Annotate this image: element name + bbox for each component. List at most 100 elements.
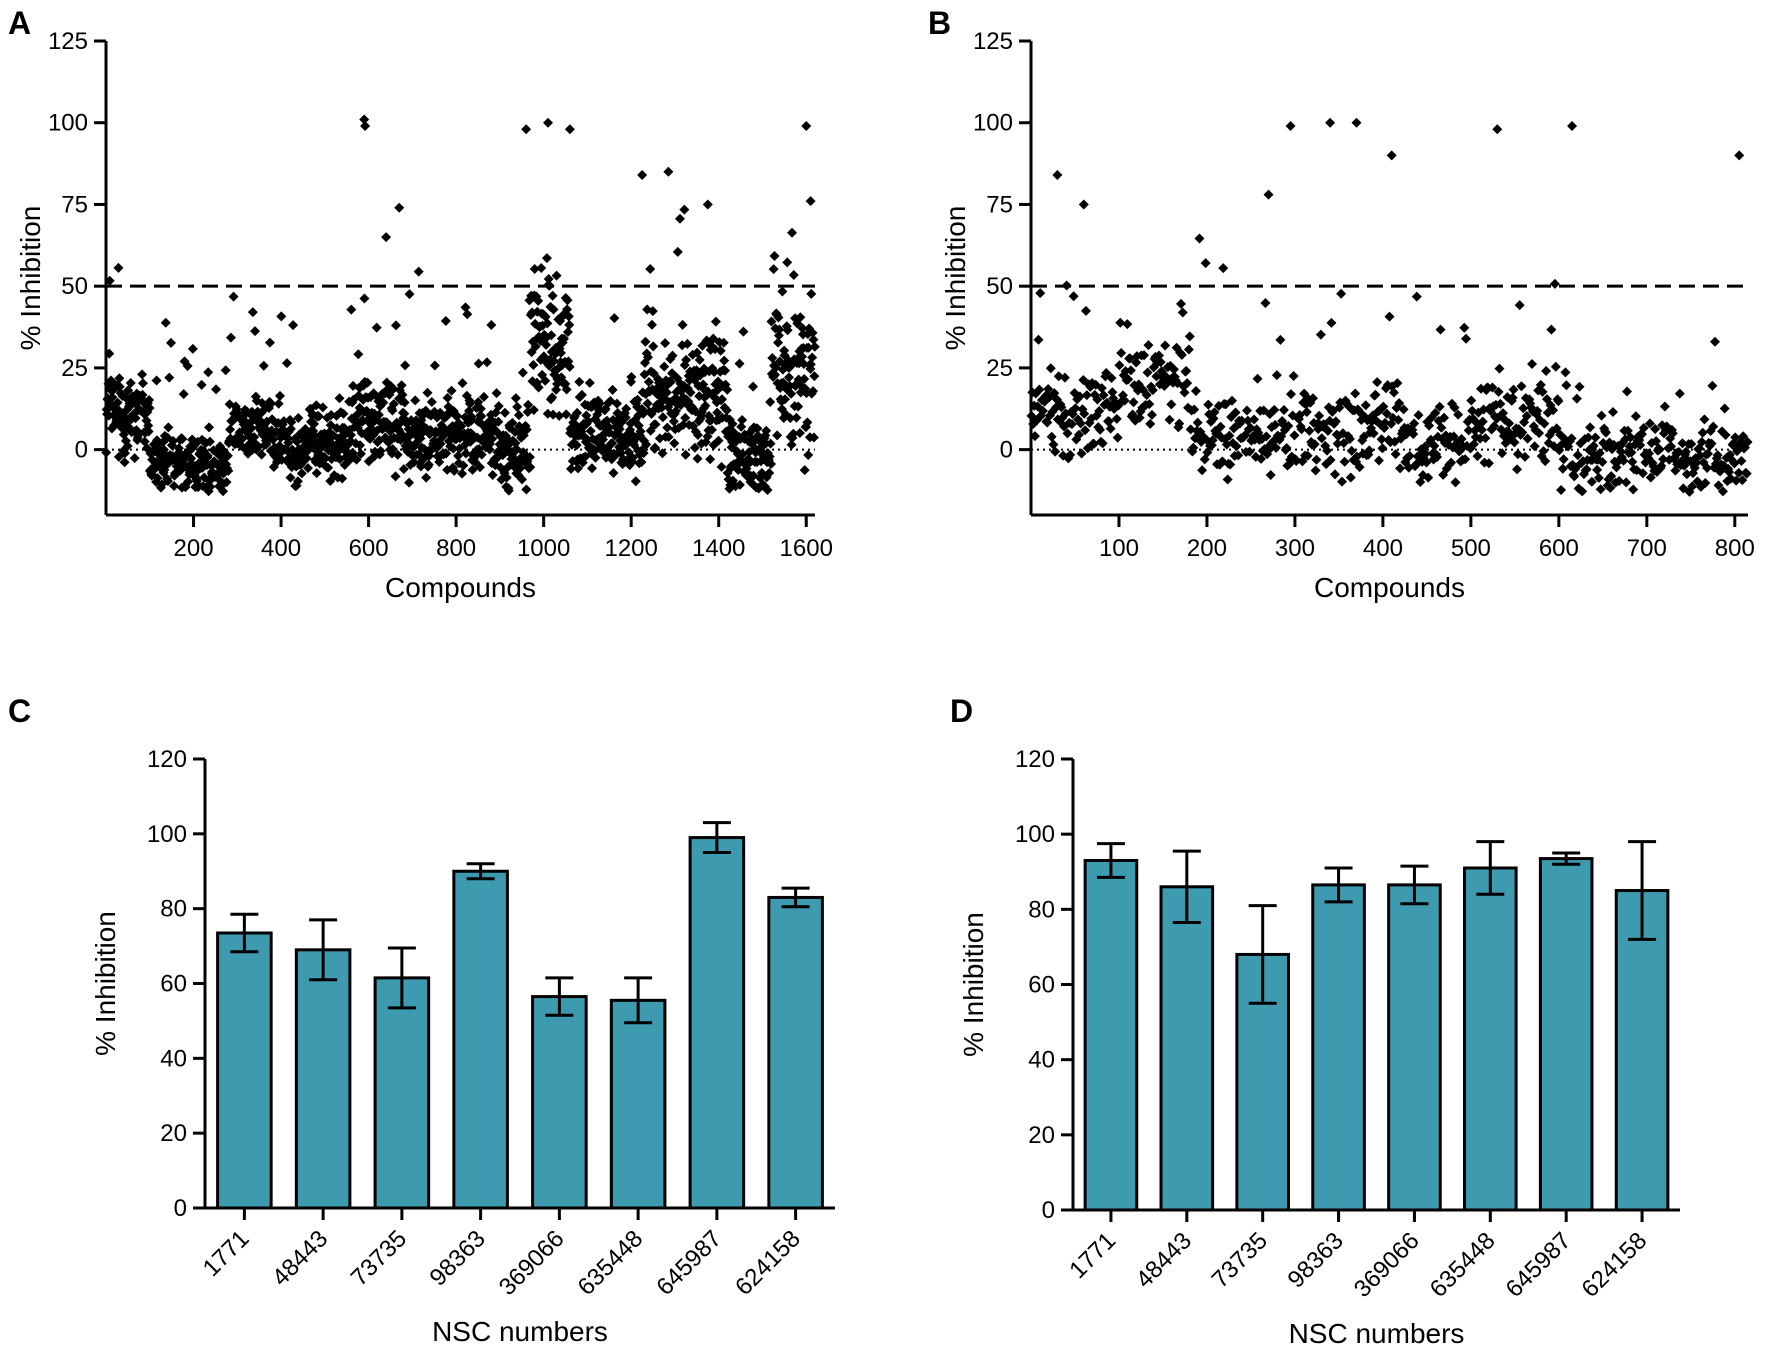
data-point — [1350, 388, 1361, 399]
data-point — [1122, 319, 1133, 330]
data-point — [137, 389, 148, 400]
data-point — [392, 449, 403, 460]
data-point — [571, 440, 582, 451]
data-point — [721, 405, 732, 416]
x-tick-label-98363: 98363 — [1283, 1227, 1349, 1293]
data-point — [564, 361, 575, 372]
data-point — [772, 430, 783, 441]
data-point — [1463, 425, 1474, 436]
bar-369066 — [531, 995, 588, 1210]
data-point — [334, 393, 345, 404]
data-point — [523, 399, 534, 410]
bar-645987 — [688, 836, 746, 1210]
data-point — [1304, 425, 1315, 436]
data-point — [457, 468, 468, 479]
data-point — [1218, 263, 1229, 274]
data-point — [752, 423, 763, 434]
x-tick-label-73735: 73735 — [1207, 1227, 1273, 1293]
data-points — [1026, 117, 1753, 497]
data-point — [1540, 456, 1551, 467]
data-point — [773, 312, 784, 323]
y-tick-label: 125 — [973, 28, 1013, 55]
data-point — [1289, 430, 1300, 441]
x-tick-label: 1400 — [692, 535, 745, 562]
data-point — [1483, 458, 1494, 469]
bar-635448 — [609, 998, 667, 1210]
data-point — [562, 304, 573, 315]
data-point — [107, 392, 118, 403]
data-point — [1336, 288, 1347, 299]
data-point — [1720, 429, 1731, 440]
data-point — [1184, 331, 1195, 342]
data-point — [1558, 454, 1569, 465]
data-point — [355, 440, 366, 451]
data-point — [551, 270, 562, 281]
data-point — [218, 486, 229, 497]
data-point — [1372, 377, 1383, 388]
data-point — [797, 351, 808, 362]
data-point — [722, 384, 733, 395]
data-point — [1315, 329, 1326, 340]
data-point — [1360, 400, 1371, 411]
data-point — [1236, 415, 1247, 426]
data-point — [1351, 117, 1362, 128]
data-point — [1738, 431, 1749, 442]
x-tick-label: 100 — [1099, 535, 1139, 562]
data-point — [1534, 428, 1545, 439]
data-point — [559, 333, 570, 344]
data-point — [716, 394, 727, 405]
data-point — [363, 456, 374, 467]
data-point — [296, 468, 307, 479]
x-tick-label: 1000 — [517, 535, 570, 562]
data-point — [590, 452, 601, 463]
y-axis-ticks: 0 25 50 75 100 125 — [973, 28, 1031, 464]
data-point — [1336, 476, 1347, 487]
data-point — [788, 428, 799, 439]
y-tick-label: 120 — [1015, 746, 1055, 773]
data-point — [1581, 464, 1592, 475]
data-point — [1311, 454, 1322, 465]
data-point — [1645, 472, 1656, 483]
data-point — [1627, 456, 1638, 467]
data-point — [1713, 480, 1724, 491]
x-axis-title: Compounds — [1314, 572, 1465, 603]
data-point — [641, 439, 652, 450]
data-point — [1605, 482, 1616, 493]
data-point — [448, 443, 459, 454]
data-point — [1650, 424, 1661, 435]
data-point — [1687, 481, 1698, 492]
y-axis-title: % Inhibition — [90, 911, 121, 1056]
data-point — [1265, 469, 1276, 480]
data-point — [608, 467, 619, 478]
data-point — [671, 405, 682, 416]
data-point — [1537, 386, 1548, 397]
data-point — [375, 445, 386, 456]
data-point — [682, 338, 693, 349]
data-point — [1288, 371, 1299, 382]
data-point — [1074, 391, 1085, 402]
error-bar-48443 — [1172, 849, 1201, 924]
data-point — [422, 387, 433, 398]
data-point — [1423, 472, 1434, 483]
y-tick-label: 0 — [1042, 1197, 1055, 1224]
data-point — [1449, 402, 1460, 413]
data-point — [1699, 414, 1710, 425]
data-point — [1119, 395, 1130, 406]
data-point — [399, 397, 410, 408]
data-point — [182, 360, 193, 371]
data-point — [770, 362, 781, 373]
data-point — [1166, 399, 1177, 410]
data-point — [1146, 409, 1157, 420]
data-point — [345, 430, 356, 441]
data-point — [648, 341, 659, 352]
data-point — [499, 407, 510, 418]
data-point — [803, 450, 814, 461]
data-point — [1208, 413, 1219, 424]
data-point — [362, 377, 373, 388]
data-point — [1230, 407, 1241, 418]
data-point — [1413, 410, 1424, 421]
data-point — [413, 266, 424, 277]
bar-369066 — [1387, 883, 1442, 1212]
data-point — [473, 358, 484, 369]
data-point — [487, 469, 498, 480]
